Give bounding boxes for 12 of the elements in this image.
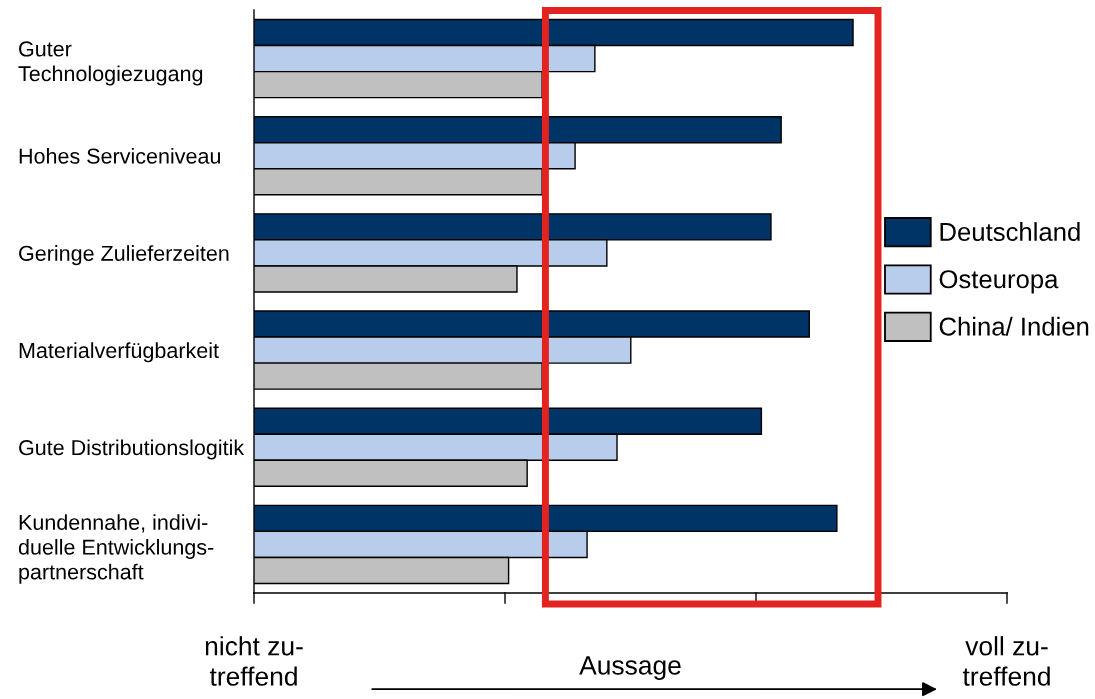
y-tick-label: Geringe Zulieferzeiten	[19, 245, 229, 266]
y-tick-label: Gute Distributionslogitik	[19, 439, 245, 460]
text: voll zu- treffend	[962, 636, 1050, 686]
y-tick-label: Kundennahe, indivi- duelle Entwicklungs- partnerschaft	[18, 514, 214, 584]
y-tick-label: Materialverfügbarkeit	[19, 342, 219, 363]
legend-label: Osteuropa	[939, 270, 1059, 294]
legend-label: China/ Indien	[939, 316, 1089, 336]
x-axis-title: Aussage	[579, 656, 681, 680]
legend-label: Deutschland	[940, 222, 1080, 241]
text: nicht zu- treffend	[205, 636, 303, 686]
y-tick-label: Hohes Serviceniveau	[19, 147, 220, 164]
y-tick-label: Guter Technologiezugang	[18, 41, 203, 86]
